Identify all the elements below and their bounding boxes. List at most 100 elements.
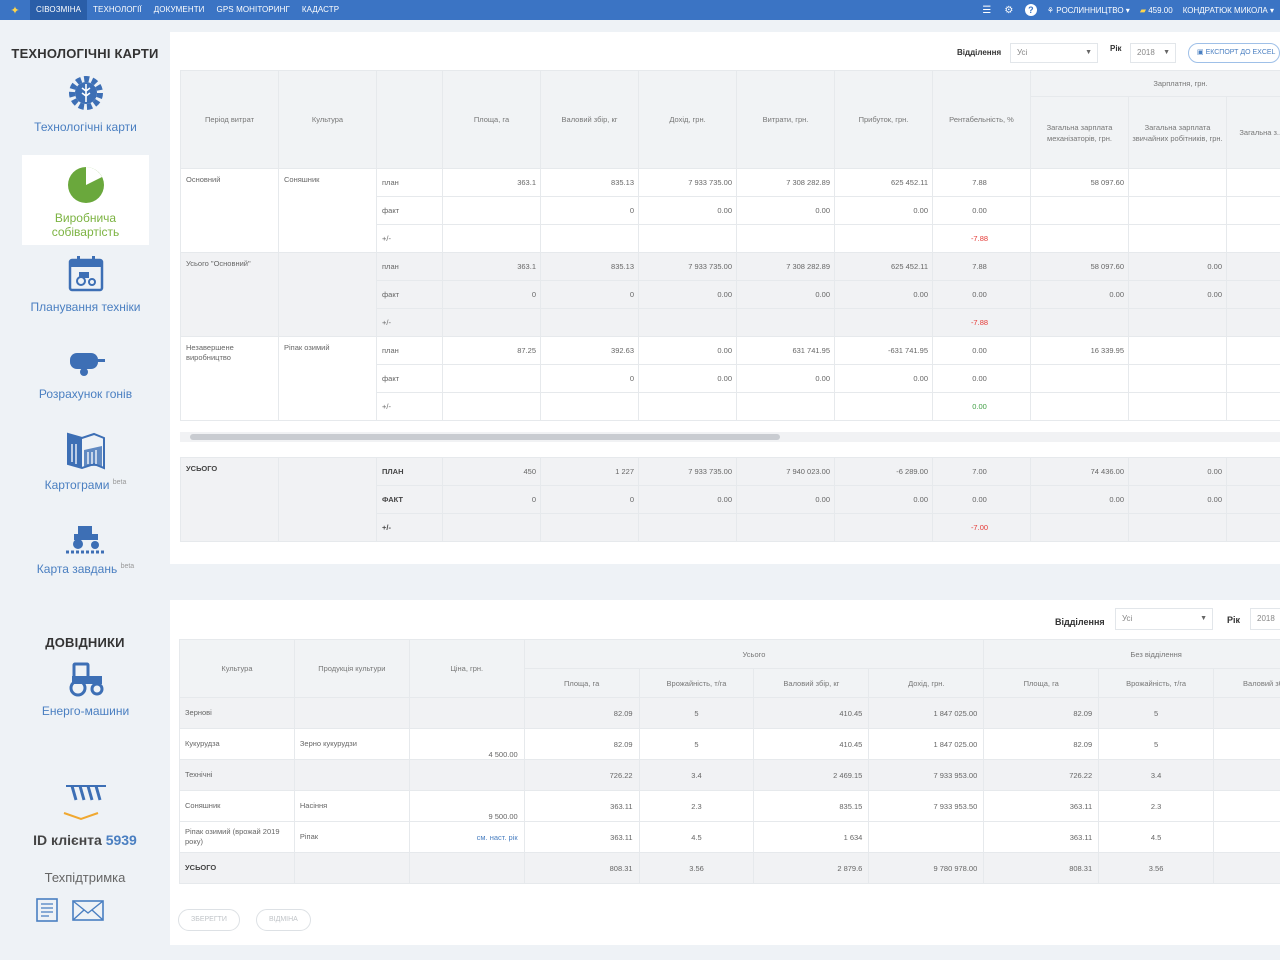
cell-value [540,308,639,337]
cell-culture: Соняшник [179,790,295,822]
sidebar-item-energy-machines[interactable]: Енерго-машини [22,660,149,730]
year-select[interactable]: 2018 ▼ [1130,43,1176,63]
sidebar-heading: ТЕХНОЛОГІЧНІ КАРТИ [11,46,159,61]
cell-value [442,224,541,253]
nav-documents[interactable]: Документи [153,5,205,14]
cell-value: 0.00 [1128,457,1227,486]
cell-value: 7.88 [932,168,1031,197]
sidebar-item-runs-calc[interactable]: Розрахунок гонів [22,345,149,415]
sidebar: ТЕХНОЛОГІЧНІ КАРТИ Технологічні карти Ви… [0,20,170,960]
col-header-gross-yield: Валовий збір, кг [753,668,870,698]
export-excel-button[interactable]: ▣ ЕКСПОРТ ДО EXCEL [1188,43,1280,63]
year-filter-label-2: Рік [1227,615,1241,625]
cell-value: 410.45 [753,728,870,760]
nav-gps-monitoring[interactable]: GPS моніторинг [216,5,290,14]
cell-kind: факт [376,196,443,225]
cell-value [638,513,737,542]
cell-value: 7 940 023.00 [736,457,835,486]
cell-value: 363.11 [523,821,640,853]
cell-value: 808.31 [523,852,640,884]
cell-value [736,224,835,253]
sidebar-item-cartograms[interactable]: Картограми beta [22,430,149,510]
cell-kind: план [376,252,443,281]
sidebar-item-tech-maps[interactable]: Технологічні карти [22,72,149,152]
cell-value [736,392,835,421]
sidebar-item-task-map[interactable]: Карта завдань beta [22,520,149,590]
cell-value: -7.88 [932,224,1031,253]
cell-value: 726.22 [523,759,640,791]
division-filter-label-2: Відділення [1055,617,1105,627]
chevron-down-icon[interactable] [62,808,100,821]
cell-value: 58 097.60 [1030,168,1129,197]
nav-crop-rotation[interactable]: Сівозміна [30,0,88,20]
user-menu[interactable]: Кондратюк Микола ▾ [1182,5,1274,15]
module-selector[interactable]: ⚘ Рослинництво ▾ [1046,5,1130,15]
year-filter-label: Рік [1110,44,1122,53]
mail-icon[interactable] [71,896,105,924]
cancel-button[interactable]: Відміна [256,909,311,931]
cell-product [293,697,410,729]
cell-value: 835.13 [540,168,639,197]
cell-value [638,308,737,337]
cell-value: 0.00 [1030,280,1129,309]
cell-value: 7 933 953.00 [868,759,985,791]
cell-value: 0.00 [1128,280,1227,309]
cell-value: 0.00 [834,196,933,225]
cell-value [1226,308,1280,337]
cell-value [442,392,541,421]
cell-value [1226,457,1280,486]
cell-product: Насіння [293,790,410,822]
cell-value [1030,308,1129,337]
balance[interactable]: ▰ 459.00 [1139,5,1173,15]
division-select-2[interactable]: Усі ▼ [1115,608,1213,630]
col-header-gross-yield-nd: Валовий збір, кг [1213,668,1280,698]
cell-value [834,513,933,542]
cell-value: 410.45 [753,697,870,729]
horizontal-scrollbar[interactable] [180,432,1280,442]
scrollbar-thumb[interactable] [190,434,780,440]
cell-value: 3.4 [638,759,755,791]
cell-value [1128,336,1227,365]
cell-value [1030,392,1129,421]
cell-culture: Ріпак озимий (врожай 2019 року) [179,821,295,853]
col-header-kind [376,70,443,169]
nav-technologies[interactable]: Технології [93,5,142,14]
sidebar-item-plough[interactable] [22,780,149,810]
cell-value: 7 933 735.00 [638,252,737,281]
database-icon[interactable]: ☰ [982,4,992,16]
nav-cadastre[interactable]: Кадастр [301,5,340,14]
cell-value: 625 452.11 [834,252,933,281]
sidebar-item-machinery-planning[interactable]: Планування техніки [22,254,149,324]
next-year-link[interactable]: см. наст. рік [408,821,525,853]
app-logo-icon[interactable]: ✦ [10,4,20,17]
cell-total-label: УСЬОГО [179,852,295,884]
table-row: Ріпак озимий (врожай 2019 року) Ріпак см. … [179,821,1280,853]
cell-kind: план [376,336,443,365]
gear-icon[interactable]: ⚙ [1004,4,1014,16]
division-select[interactable]: Усі ▼ [1010,43,1098,63]
cell-kind: ПЛАН [376,457,443,486]
col-header-product: Продукція культури [293,639,410,698]
cell-value: 1 227 [540,457,639,486]
sidebar-item-production-cost[interactable]: Виробнича собівартість [22,155,149,245]
document-icon[interactable] [33,896,61,924]
table-row: +/- -7.88 [181,224,1280,253]
cell-value [1128,196,1227,225]
help-icon[interactable]: ? [1024,4,1037,16]
excel-icon: ▣ [1197,49,1204,56]
total-row: УСЬОГО 808.31 3.56 2 879.6 9 780 978.00 808.3… [179,852,1280,884]
calendar-tractor-icon [68,256,103,292]
col-header-culture: Культура [179,639,295,698]
cell-empty [408,852,525,884]
cell-culture [278,252,377,337]
cell-value: 0.00 [932,280,1031,309]
cost-table: Період витрат Культура Площа, га Валовий… [180,70,1280,421]
year-select-2[interactable]: 2018 [1250,608,1280,630]
save-button[interactable]: Зберегти [178,909,240,931]
cell-culture: Технічні [179,759,295,791]
col-header-profitability: Рентабельність, % [932,70,1031,169]
wallet-icon: ▰ [1139,5,1146,15]
cell-value: 0.00 [736,196,835,225]
cell-value: 363.11 [523,790,640,822]
